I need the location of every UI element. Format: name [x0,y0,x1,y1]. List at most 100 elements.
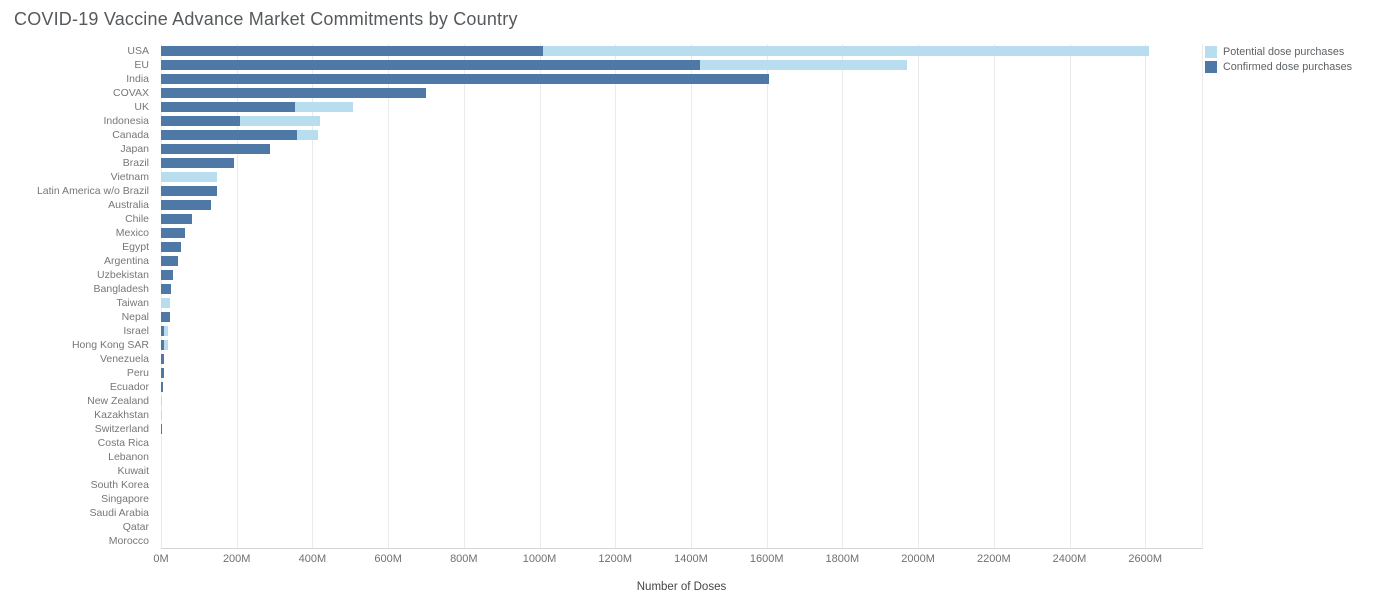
y-label-uk: UK [134,101,149,113]
bar-segment-potential[interactable] [239,116,321,126]
bar-segment-confirmed[interactable] [161,340,165,350]
y-label-qatar: Qatar [122,521,149,533]
bar-row-morocco [161,534,1202,548]
y-label-bangladesh: Bangladesh [93,283,149,295]
legend-item-potential[interactable]: Potential dose purchases [1205,45,1352,59]
x-tick-label: 2200M [976,553,1011,565]
bar-row-indonesia [161,114,1202,128]
bar-segment-confirmed[interactable] [161,74,769,84]
y-label-indonesia: Indonesia [103,115,149,127]
bar-segment-potential[interactable] [543,46,1149,56]
bar-segment-confirmed[interactable] [161,186,218,196]
y-label-covax: COVAX [113,87,149,99]
bar-segment-confirmed[interactable] [161,130,297,140]
x-tick-label: 800M [450,553,478,565]
x-axis-ticks: 0M 200M 400M 600M 800M 1000M 1200M 1400M 1600M 18… [0,553,1388,567]
y-label-japan: Japan [120,143,149,155]
x-tick-label: 0M [153,553,169,565]
bar-segment-confirmed[interactable] [161,424,162,434]
bar-track [161,74,769,84]
x-tick-label: 2400M [1052,553,1087,565]
x-tick-label: 1800M [825,553,860,565]
confirmed-swatch-icon [1205,61,1217,73]
bar-row-bangladesh [161,282,1202,296]
bar-segment-confirmed[interactable] [161,60,701,70]
gridline [539,44,541,548]
gridline [1069,44,1071,548]
bar-segment-confirmed[interactable] [161,368,165,378]
bar-row-uk [161,100,1202,114]
bar-track [161,116,321,126]
bar-row-costa-rica [161,436,1202,450]
x-tick-label: 1000M [522,553,557,565]
bar-segment-confirmed[interactable] [161,158,235,168]
bar-segment-potential[interactable] [295,102,354,112]
x-tick-label: 600M [374,553,402,565]
bar-track [161,158,235,168]
gridline [388,44,390,548]
bar-row-singapore [161,492,1202,506]
gridline [918,44,920,548]
bar-segment-confirmed[interactable] [161,312,171,322]
y-label-vietnam: Vietnam [110,171,149,183]
bar-row-covax [161,86,1202,100]
bar-segment-confirmed[interactable] [161,88,426,98]
bar-segment-confirmed[interactable] [161,214,193,224]
bar-track [161,368,165,378]
y-label-eu: EU [134,59,149,71]
bar-row-vietnam [161,170,1202,184]
bar-segment-confirmed[interactable] [161,46,544,56]
x-axis-title: Number of Doses [636,581,727,593]
bar-track [161,326,169,336]
potential-swatch-icon [1205,46,1217,58]
bar-track [161,186,218,196]
bar-segment-potential[interactable] [161,298,171,308]
x-tick-label: 200M [222,553,251,565]
y-label-usa: USA [127,45,149,57]
bar-row-nepal [161,310,1202,324]
bar-segment-confirmed[interactable] [161,228,186,238]
bar-segment-potential[interactable] [161,410,162,420]
x-tick-label: 2600M [1128,553,1163,565]
bar-track [161,172,218,182]
bar-segment-confirmed[interactable] [161,102,296,112]
bar-segment-confirmed[interactable] [161,200,211,210]
y-label-chile: Chile [125,213,149,225]
bar-segment-potential[interactable] [296,130,318,140]
bar-segment-confirmed[interactable] [161,144,271,154]
y-label-singapore: Singapore [101,493,149,505]
gridline [842,44,844,548]
bar-segment-potential[interactable] [161,396,163,406]
bar-segment-confirmed[interactable] [161,242,182,252]
bar-row-argentina [161,254,1202,268]
gridline [312,44,314,548]
y-label-canada: Canada [112,129,149,141]
y-label-new-zealand: New Zealand [87,395,149,407]
bar-segment-confirmed[interactable] [161,116,240,126]
bar-segment-potential[interactable] [164,340,168,350]
bar-segment-potential[interactable] [161,172,218,182]
y-label-venezuela: Venezuela [99,353,149,365]
bar-segment-confirmed[interactable] [161,256,179,266]
bar-segment-confirmed[interactable] [161,284,171,294]
bar-segment-potential[interactable] [700,60,907,70]
gridline [766,44,768,548]
bar-row-new-zealand [161,394,1202,408]
bar-segment-confirmed[interactable] [161,382,164,392]
y-label-switzerland: Switzerland [94,423,149,435]
bar-row-usa [161,44,1202,58]
bar-segment-confirmed[interactable] [161,326,165,336]
legend-item-confirmed[interactable]: Confirmed dose purchases [1205,60,1352,74]
bar-row-kazakhstan [161,408,1202,422]
y-label-ecuador: Ecuador [109,381,149,393]
bar-track [161,382,164,392]
bar-segment-confirmed[interactable] [161,270,174,280]
bar-track [161,200,211,210]
bar-row-hong-kong-sar [161,338,1202,352]
bar-track [161,242,182,252]
legend-label-potential: Potential dose purchases [1223,46,1345,58]
bar-row-eu [161,58,1202,72]
bar-row-brazil [161,156,1202,170]
bar-segment-potential[interactable] [164,326,169,336]
bar-segment-confirmed[interactable] [161,354,165,364]
